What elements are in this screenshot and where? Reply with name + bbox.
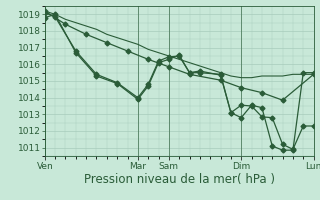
X-axis label: Pression niveau de la mer( hPa ): Pression niveau de la mer( hPa )	[84, 173, 275, 186]
